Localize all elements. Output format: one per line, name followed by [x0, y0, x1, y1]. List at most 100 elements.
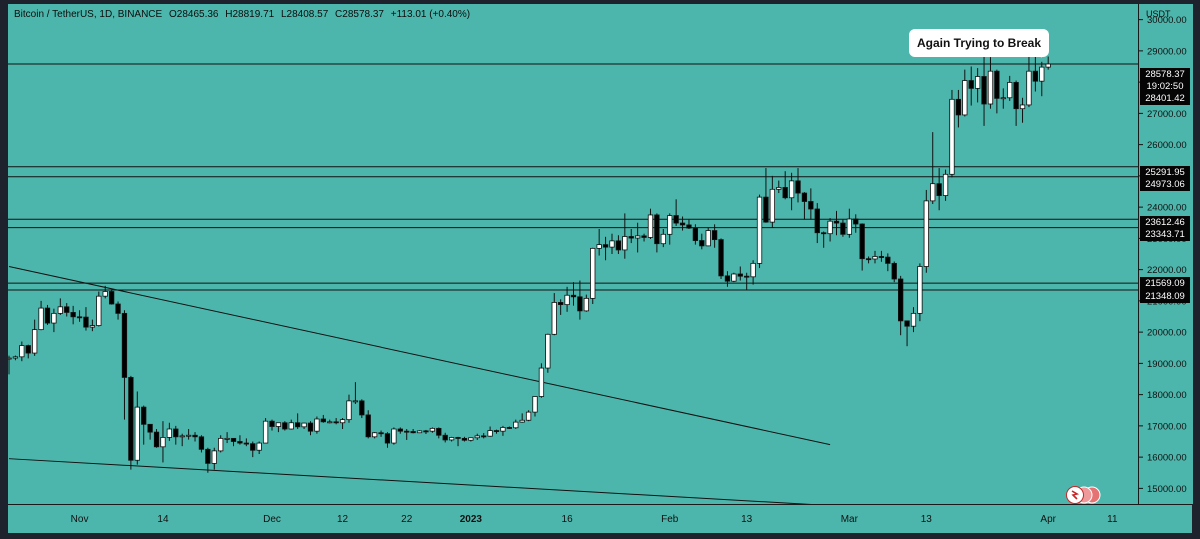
candle: [436, 427, 442, 439]
candle-body: [667, 215, 673, 235]
candle-body: [737, 273, 743, 277]
candle: [224, 432, 230, 444]
candle-body: [955, 98, 962, 116]
candle-body: [474, 435, 480, 439]
candle-body: [448, 437, 455, 441]
candle-body: [230, 437, 237, 442]
candle-body: [628, 236, 634, 239]
candle: [404, 429, 410, 440]
x-tick-label: Feb: [661, 514, 679, 525]
candle-body: [211, 450, 217, 464]
plot-area[interactable]: [6, 4, 1138, 507]
candle: [96, 291, 102, 327]
candle: [185, 429, 192, 440]
candle-body: [910, 312, 917, 327]
candle: [590, 247, 596, 304]
level-label-28401: 28401.42: [1140, 92, 1190, 105]
candle-body: [551, 302, 557, 335]
time-axis-ticks: Nov 14 Dec 12 22 2023 16 Feb 13 Mar 13 Apr 11: [71, 514, 1118, 525]
level-label-23612: 23612.46: [1140, 216, 1190, 229]
candle-body: [532, 396, 538, 413]
candle: [718, 238, 724, 279]
candle-body: [378, 432, 384, 435]
candle-body: [583, 297, 589, 312]
candle-body: [166, 428, 173, 438]
candle-body: [301, 422, 307, 428]
y-tick-label: 30000.00: [1147, 15, 1187, 26]
candle: [6, 355, 12, 375]
candle: [32, 319, 38, 356]
candle-body: [962, 80, 968, 116]
candle-body: [307, 422, 314, 432]
candle-body: [942, 173, 949, 196]
candle: [622, 213, 628, 259]
candle-body: [795, 180, 801, 194]
candle-body: [545, 333, 551, 369]
candle-body: [923, 200, 929, 267]
candle: [583, 294, 589, 312]
candle: [596, 229, 602, 256]
candle-body: [930, 183, 936, 202]
candle: [1007, 75, 1013, 101]
candle-body: [1007, 82, 1013, 99]
candle-body: [44, 307, 51, 324]
y-tick-label: 18000.00: [1147, 390, 1187, 401]
candle: [1000, 88, 1006, 109]
candle: [89, 319, 96, 332]
candle: [365, 410, 371, 439]
candle: [371, 432, 378, 439]
level-label-25291: 25291.95: [1140, 166, 1190, 179]
candle: [429, 427, 436, 433]
level-label-21348: 21348.09: [1140, 290, 1190, 303]
candle: [538, 363, 545, 398]
candle-body: [160, 437, 166, 448]
candle-body: [339, 419, 346, 424]
candle-body: [769, 188, 776, 223]
candle-body: [1039, 66, 1045, 82]
candle: [179, 433, 185, 447]
legend-high: H28819.71: [225, 9, 275, 20]
candle: [808, 188, 814, 220]
tradingview-flag-icon[interactable]: [1062, 485, 1106, 505]
candle-body: [288, 422, 294, 430]
trendline-1[interactable]: [8, 458, 831, 507]
candle: [198, 435, 205, 453]
candle: [821, 231, 827, 248]
candle: [859, 223, 865, 271]
price-chart[interactable]: [6, 4, 1138, 507]
candle-body: [564, 294, 570, 306]
candle-body: [1013, 82, 1019, 110]
candle-body: [782, 187, 788, 199]
candle: [570, 282, 577, 306]
candle: [243, 438, 249, 447]
candle: [230, 437, 237, 447]
candle-body: [461, 437, 468, 441]
candle: [667, 213, 673, 245]
candle-body: [590, 247, 596, 299]
candle-body: [429, 427, 436, 432]
candle: [1013, 80, 1019, 126]
candle-body: [487, 430, 493, 437]
candle: [391, 427, 397, 445]
annotation-callout[interactable]: Again Trying to Break: [909, 29, 1049, 57]
x-tick-label: 13: [741, 514, 753, 525]
candle-body: [718, 239, 724, 277]
candle: [942, 169, 949, 201]
level-label-24973: 24973.06: [1140, 178, 1190, 191]
candle-body: [872, 256, 878, 260]
candle: [917, 263, 923, 322]
candle-body: [404, 430, 410, 433]
candle-body: [102, 291, 108, 297]
candle: [359, 399, 365, 419]
time-axis[interactable]: Nov 14 Dec 12 22 2023 16 Feb 13 Mar 13 Apr 11: [8, 504, 1192, 533]
candle: [615, 235, 622, 254]
candle-body: [641, 235, 647, 238]
candle-body: [192, 434, 198, 438]
candle-body: [538, 367, 545, 397]
candle-body: [153, 431, 160, 448]
candle: [1019, 97, 1026, 123]
legend-low: L28408.57: [280, 9, 329, 20]
x-tick-label: Dec: [263, 514, 281, 525]
trendline-0[interactable]: [8, 266, 831, 446]
candle-body: [1000, 97, 1006, 100]
